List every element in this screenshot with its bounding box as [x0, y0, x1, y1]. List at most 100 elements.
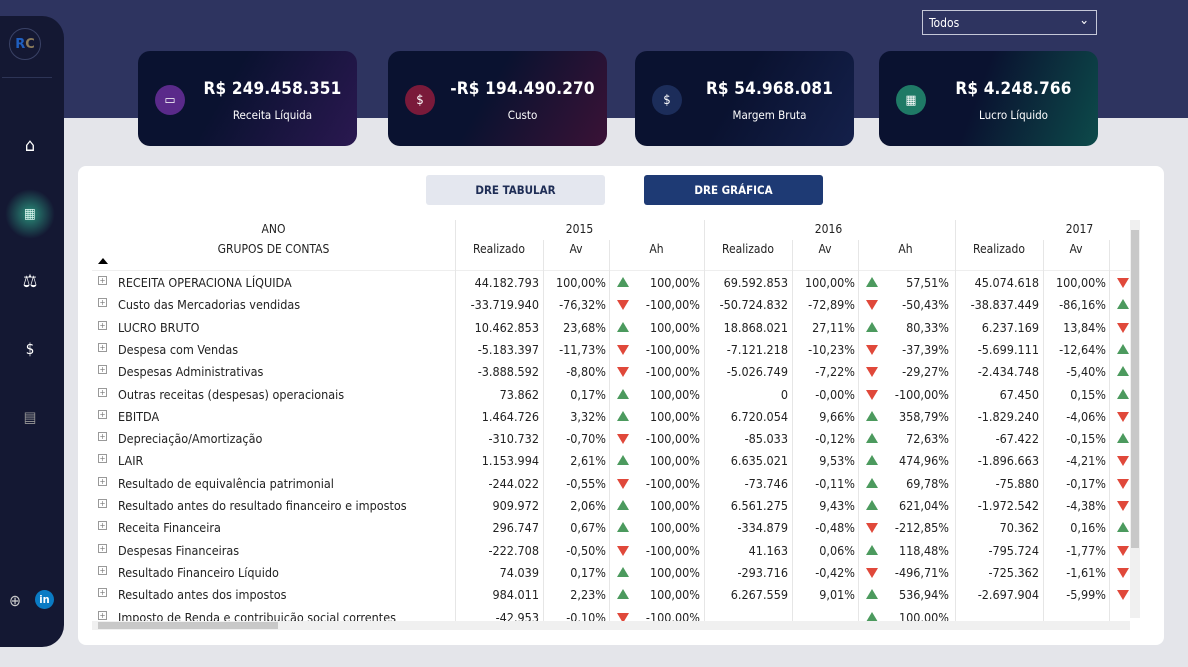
- av-value: -12,64%: [1059, 341, 1106, 357]
- realizado-value: 6.635.021: [730, 453, 788, 469]
- realizado-value: -1.829.240: [977, 408, 1039, 424]
- realizado-value: 67.450: [999, 386, 1039, 402]
- scale-icon[interactable]: ⚖: [22, 270, 38, 292]
- ah-value: -100,00%: [894, 386, 949, 402]
- year-header: 2016: [814, 222, 843, 236]
- expand-icon[interactable]: +: [98, 521, 107, 531]
- av-value: 0,06%: [819, 542, 855, 558]
- realizado-value: -42.953: [495, 609, 539, 624]
- hand-money-icon[interactable]: $: [25, 340, 35, 358]
- realizado-value: 69.592.853: [723, 275, 788, 290]
- expand-icon[interactable]: +: [98, 342, 107, 352]
- ah-value: -100,00%: [645, 475, 700, 491]
- av-value: -72,89%: [808, 297, 855, 313]
- triangle-up-icon: [617, 388, 629, 399]
- av-value: -10,23%: [808, 341, 855, 357]
- av-value: 2,61%: [570, 453, 606, 469]
- year-filter-dropdown[interactable]: Todos ⌄: [922, 10, 1097, 35]
- header-ano: ANO: [261, 222, 286, 236]
- realizado-value: -33.719.940: [470, 297, 539, 313]
- realizado-value: -2.434.748: [977, 364, 1039, 380]
- expand-icon[interactable]: +: [98, 610, 107, 620]
- column-divider: [955, 220, 956, 623]
- column-header-ah: Ah: [898, 242, 913, 256]
- av-value: -4,06%: [1066, 408, 1106, 424]
- av-value: -0,15%: [1066, 431, 1106, 447]
- realizado-value: 70.362: [999, 520, 1039, 536]
- av-value: -5,99%: [1066, 587, 1106, 603]
- av-value: -8,80%: [566, 364, 606, 380]
- expand-icon[interactable]: +: [98, 298, 107, 308]
- kpi-card-margem: $ R$ 54.968.081 Margem Bruta: [635, 51, 854, 146]
- expand-icon[interactable]: +: [98, 499, 107, 508]
- ah-value: 100,00%: [649, 408, 700, 424]
- triangle-down-icon: [1117, 411, 1129, 422]
- dre-grafica-button[interactable]: DRE GRÁFICA: [644, 175, 823, 205]
- triangle-down-icon: [866, 389, 878, 400]
- av-value: 9,66%: [819, 408, 855, 424]
- kpi-card-lucro: ▦ R$ 4.248.766 Lucro Líquido: [879, 51, 1098, 146]
- row-label: Despesa com Vendas: [118, 341, 239, 357]
- grid-icon[interactable]: ▦: [5, 189, 55, 239]
- ah-value: 474,96%: [898, 453, 949, 469]
- expand-icon[interactable]: +: [98, 409, 107, 419]
- calculator-icon[interactable]: ▤: [23, 408, 37, 426]
- expand-icon[interactable]: +: [98, 565, 107, 575]
- av-value: 27,11%: [812, 319, 855, 335]
- triangle-up-icon: [1117, 433, 1129, 444]
- ah-value: 358,79%: [898, 408, 949, 424]
- expand-icon[interactable]: +: [98, 365, 107, 375]
- column-header-realizado: Realizado: [473, 242, 525, 256]
- header-grupos: GRUPOS DE CONTAS: [217, 242, 330, 256]
- building-chart-icon: ▦: [896, 85, 926, 115]
- year-header: 2015: [565, 222, 594, 236]
- header-divider: [92, 270, 1130, 271]
- av-value: -4,38%: [1066, 498, 1106, 513]
- triangle-up-icon: [1117, 388, 1129, 399]
- scroll-thumb[interactable]: [98, 622, 278, 629]
- kpi-value: R$ 249.458.351: [203, 79, 342, 99]
- home-icon[interactable]: ⌂: [24, 134, 36, 156]
- row-label: Resultado antes dos impostos: [118, 587, 287, 603]
- ah-value: 100,00%: [649, 275, 700, 290]
- dre-panel: DRE TABULAR DRE GRÁFICA ANO GRUPOS DE CON…: [78, 166, 1164, 645]
- realizado-value: -1.972.542: [977, 498, 1039, 513]
- kpi-label: Lucro Líquido: [979, 108, 1048, 122]
- ah-value: 72,63%: [906, 431, 949, 447]
- av-value: -0,17%: [1066, 475, 1106, 491]
- sort-ascending-icon[interactable]: [98, 258, 108, 264]
- realizado-value: 6.561.275: [730, 498, 788, 513]
- expand-icon[interactable]: +: [98, 320, 107, 330]
- realizado-value: 0: [780, 386, 788, 402]
- row-label: Custo das Mercadorias vendidas: [118, 297, 301, 313]
- expand-icon[interactable]: +: [98, 476, 107, 486]
- expand-icon[interactable]: +: [98, 387, 107, 397]
- expand-icon[interactable]: +: [98, 454, 107, 464]
- scroll-thumb[interactable]: [1131, 230, 1139, 548]
- av-value: -0,50%: [566, 542, 606, 558]
- expand-icon[interactable]: +: [98, 432, 107, 442]
- realizado-value: 6.720.054: [730, 408, 788, 424]
- dre-tabular-button[interactable]: DRE TABULAR: [426, 175, 605, 205]
- expand-icon[interactable]: +: [98, 276, 107, 285]
- vertical-scrollbar[interactable]: [1130, 220, 1140, 618]
- realizado-value: -3.888.592: [477, 364, 539, 380]
- expand-icon[interactable]: +: [98, 588, 107, 598]
- av-value: -5,40%: [1066, 364, 1106, 380]
- realizado-value: -310.732: [488, 431, 539, 447]
- triangle-up-icon: [1117, 299, 1129, 310]
- expand-icon[interactable]: +: [98, 543, 107, 553]
- av-value: -7,22%: [815, 364, 855, 380]
- triangle-up-icon: [617, 321, 629, 332]
- realizado-value: 984.011: [492, 587, 540, 603]
- av-value: 23,68%: [563, 319, 606, 335]
- horizontal-scrollbar[interactable]: [92, 621, 1130, 630]
- realizado-value: 909.972: [492, 498, 540, 513]
- linkedin-icon[interactable]: in: [35, 590, 54, 609]
- av-value: -0,55%: [566, 475, 606, 491]
- row-label: Resultado Financeiro Líquido: [118, 564, 279, 580]
- triangle-up-icon: [1117, 343, 1129, 354]
- av-value: -11,73%: [559, 341, 606, 357]
- globe-icon[interactable]: ⊕: [8, 590, 22, 610]
